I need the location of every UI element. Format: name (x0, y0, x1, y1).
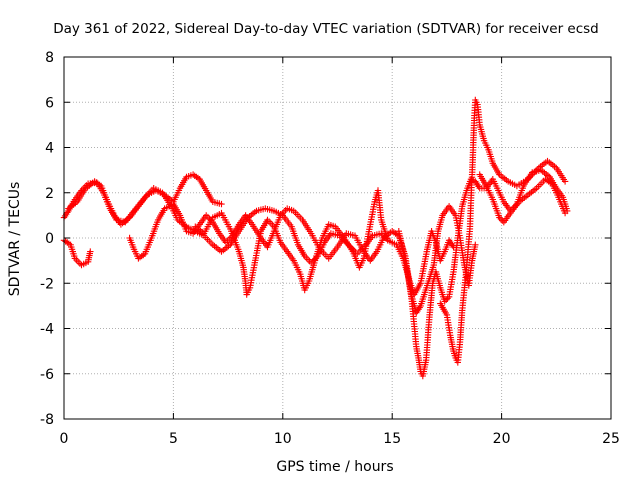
y-axis-label: SDTVAR / TECUs (7, 182, 23, 297)
y-tick-label: 2 (45, 186, 54, 202)
axis-ticks: -8 -6 -4 -2 0 2 4 6 8 0 5 10 15 20 25 (40, 50, 620, 447)
x-tick-label: 25 (602, 431, 620, 447)
x-axis-label: GPS time / hours (276, 459, 393, 475)
data-point-marker (87, 248, 94, 255)
y-tick-label: -8 (40, 412, 54, 428)
x-tick-label: 20 (493, 431, 511, 447)
data-point-marker (218, 200, 225, 208)
data-point-marker (444, 295, 451, 302)
x-tick-label: 5 (169, 431, 178, 447)
x-tick-label: 15 (383, 431, 401, 447)
data-point-marker (443, 296, 450, 303)
data-point-marker (472, 241, 479, 248)
data-point-marker (450, 243, 457, 251)
y-tick-label: 8 (45, 50, 54, 66)
data-point-marker (561, 178, 569, 185)
y-tick-label: 6 (45, 95, 54, 111)
data-point-marker (384, 237, 391, 244)
data-points (60, 96, 571, 380)
y-tick-label: 4 (45, 141, 54, 157)
data-point-marker (496, 214, 503, 221)
data-point-marker (561, 209, 569, 217)
chart-title: Day 361 of 2022, Sidereal Day-to-day VTE… (53, 21, 599, 37)
x-tick-label: 0 (60, 431, 69, 447)
y-tick-label: -4 (40, 322, 54, 338)
y-tick-label: -2 (40, 276, 54, 292)
x-tick-label: 10 (274, 431, 292, 447)
y-tick-label: -6 (40, 367, 54, 383)
y-tick-label: 0 (45, 231, 54, 247)
